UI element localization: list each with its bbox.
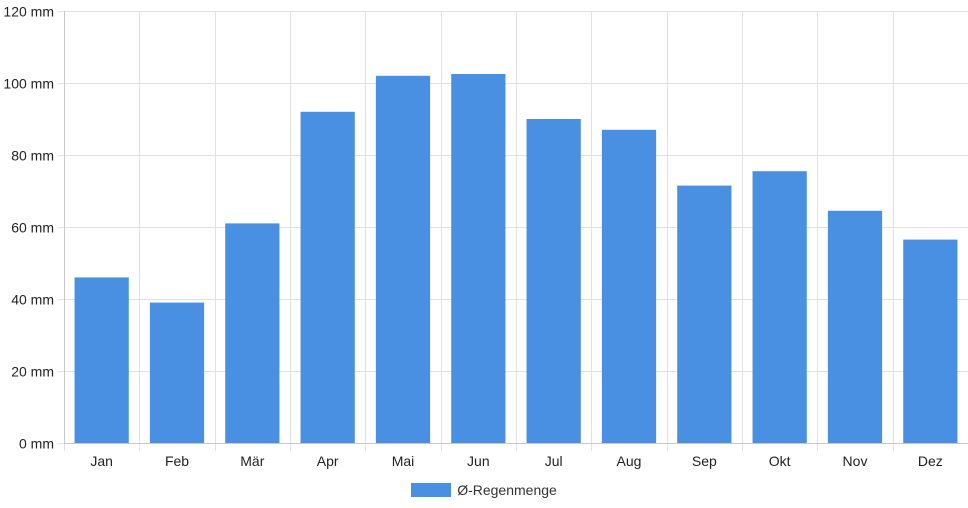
- y-tick-label: 60 mm: [11, 220, 54, 236]
- x-tick-label: Okt: [769, 453, 791, 469]
- y-tick-label: 20 mm: [11, 364, 54, 380]
- bars: [74, 74, 958, 444]
- x-tick-label: Sep: [692, 453, 717, 469]
- y-tick-label: 40 mm: [11, 292, 54, 308]
- bar-dez: [903, 239, 958, 443]
- x-tick-label: Feb: [165, 453, 189, 469]
- bar-okt: [752, 171, 807, 443]
- bar-jan: [74, 277, 129, 443]
- legend-swatch[interactable]: [411, 483, 452, 497]
- bar-sep: [677, 185, 732, 443]
- x-tick-label: Aug: [617, 453, 642, 469]
- axes: [64, 11, 968, 444]
- grid-lines: [58, 11, 968, 451]
- legend-label[interactable]: Ø-Regenmenge: [457, 482, 557, 498]
- bar-nov: [827, 210, 883, 443]
- x-tick-label: Jan: [90, 453, 113, 469]
- x-tick-label: Jun: [467, 453, 490, 469]
- bar-aug: [601, 129, 657, 444]
- x-tick-label: Mai: [392, 453, 415, 469]
- bar-mär: [225, 223, 280, 443]
- tick-labels: 0 mm 20 mm 40 mm 60 mm 80 mm 100 mm 120 mm Jan F…: [3, 4, 942, 470]
- x-tick-label: Mär: [240, 453, 264, 469]
- x-tick-label: Apr: [317, 453, 339, 469]
- bar-mai: [375, 75, 431, 444]
- bar-jul: [526, 119, 581, 443]
- y-tick-label: 80 mm: [11, 148, 54, 164]
- bar-apr: [300, 111, 355, 444]
- x-tick-label: Dez: [918, 453, 943, 469]
- bar-jun: [451, 74, 506, 443]
- bar-feb: [149, 302, 205, 443]
- y-tick-label: 0 mm: [19, 436, 54, 452]
- y-tick-label: 120 mm: [3, 4, 54, 20]
- legend[interactable]: Ø-Regenmenge: [0, 478, 968, 502]
- x-tick-label: Nov: [843, 453, 868, 469]
- x-tick-label: Jul: [545, 453, 563, 469]
- y-tick-label: 100 mm: [3, 76, 54, 92]
